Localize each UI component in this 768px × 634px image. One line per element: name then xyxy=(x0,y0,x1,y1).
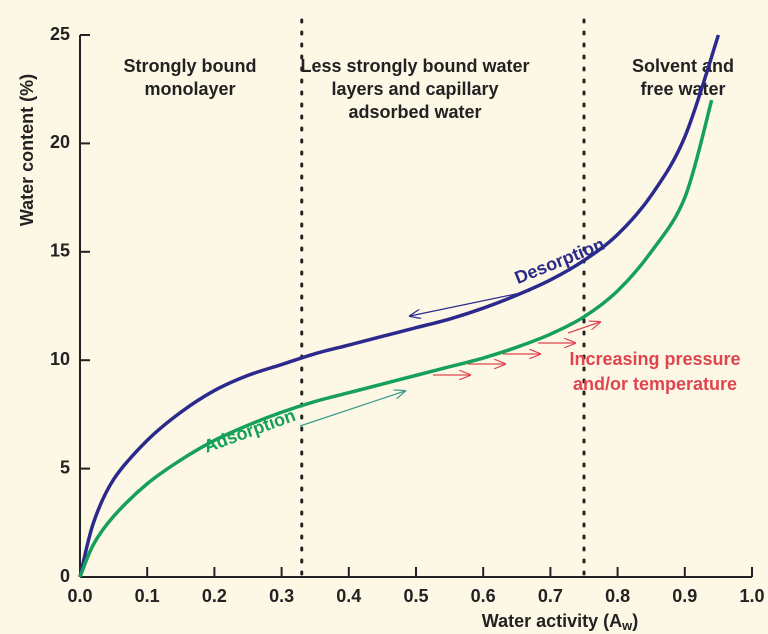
y-axis-label: Water content (%) xyxy=(17,74,37,226)
x-axis-label: Water activity (Aw) xyxy=(482,611,639,634)
x-tick-label: 0.5 xyxy=(403,586,428,606)
x-tick-label: 0.1 xyxy=(135,586,160,606)
region-label: layers and capillary xyxy=(331,79,498,99)
annotation: Increasing pressure xyxy=(569,349,740,369)
x-tick-label: 0.3 xyxy=(269,586,294,606)
x-tick-label: 0.2 xyxy=(202,586,227,606)
region-label: monolayer xyxy=(144,79,235,99)
y-tick-label: 20 xyxy=(50,132,70,152)
y-tick-label: 5 xyxy=(60,457,70,477)
region-label: Strongly bound xyxy=(124,56,257,76)
isotherm-line xyxy=(78,99,714,578)
region-label: free water xyxy=(640,79,725,99)
y-tick-label: 0 xyxy=(60,566,70,586)
region-label: Solvent and xyxy=(632,56,734,76)
region-label: Less strongly bound water xyxy=(300,56,529,76)
x-axis-label-suffix: ) xyxy=(632,611,638,631)
y-tick-label: 10 xyxy=(50,349,70,369)
x-axis-label-subscript: w xyxy=(621,618,633,633)
arrows xyxy=(299,290,600,427)
y-tick-label: 25 xyxy=(50,24,70,44)
x-tick-label: 0.7 xyxy=(538,586,563,606)
x-tick-label: 1.0 xyxy=(739,586,764,606)
x-tick-label: 0.4 xyxy=(336,586,361,606)
isotherm-line xyxy=(78,34,721,578)
x-tick-label: 0.9 xyxy=(672,586,697,606)
annotation: and/or temperature xyxy=(573,374,737,394)
x-tick-label: 0.0 xyxy=(67,586,92,606)
pressure-arrow xyxy=(567,322,600,334)
region-label: adsorbed water xyxy=(348,102,481,122)
adsorption-arrow xyxy=(299,391,405,427)
y-tick-label: 15 xyxy=(50,241,70,261)
x-tick-label: 0.6 xyxy=(471,586,496,606)
x-tick-label: 0.8 xyxy=(605,586,630,606)
x-axis-label-text: Water activity (A xyxy=(482,611,622,631)
desorption-arrow xyxy=(410,290,531,316)
